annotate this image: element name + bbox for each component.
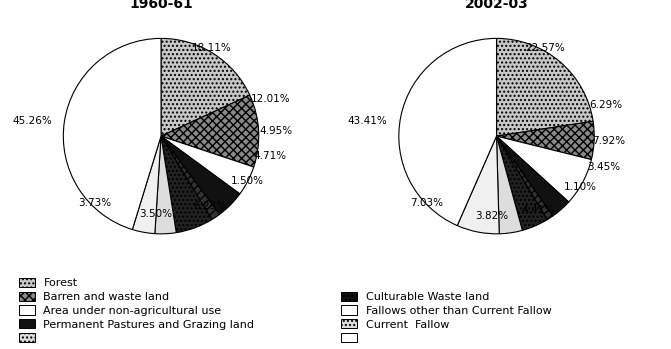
Text: 4.95%: 4.95% bbox=[260, 126, 293, 136]
Text: 3.82%: 3.82% bbox=[475, 211, 508, 221]
Text: 12.01%: 12.01% bbox=[251, 94, 291, 104]
Legend: Culturable Waste land, Fallows other than Current Fallow, Current  Fallow, : Culturable Waste land, Fallows other tha… bbox=[341, 292, 552, 343]
Text: 6.23%: 6.23% bbox=[193, 201, 227, 211]
Wedge shape bbox=[161, 38, 250, 136]
Text: 1.10%: 1.10% bbox=[564, 182, 597, 192]
Wedge shape bbox=[161, 136, 212, 233]
Wedge shape bbox=[132, 136, 161, 233]
Text: 6.29%: 6.29% bbox=[589, 100, 623, 110]
Text: 3.45%: 3.45% bbox=[588, 162, 621, 172]
Text: 7.92%: 7.92% bbox=[592, 136, 625, 146]
Title: 1960-61: 1960-61 bbox=[129, 0, 193, 12]
Wedge shape bbox=[399, 38, 497, 225]
Text: 18.11%: 18.11% bbox=[192, 43, 231, 53]
Wedge shape bbox=[497, 38, 593, 136]
Wedge shape bbox=[497, 136, 591, 202]
Title: 2002-03: 2002-03 bbox=[464, 0, 529, 12]
Wedge shape bbox=[497, 121, 595, 159]
Wedge shape bbox=[63, 38, 161, 230]
Text: 45.26%: 45.26% bbox=[12, 117, 52, 126]
Wedge shape bbox=[161, 95, 259, 167]
Wedge shape bbox=[161, 136, 219, 220]
Text: 3.73%: 3.73% bbox=[78, 198, 111, 208]
Wedge shape bbox=[497, 136, 547, 230]
Legend: Forest, Barren and waste land, Area under non-agricultural use, Permanent Pastur: Forest, Barren and waste land, Area unde… bbox=[19, 278, 254, 343]
Wedge shape bbox=[457, 136, 499, 234]
Text: 3.50%: 3.50% bbox=[140, 209, 172, 219]
Text: 22.57%: 22.57% bbox=[525, 43, 565, 53]
Text: 43.41%: 43.41% bbox=[348, 117, 387, 126]
Wedge shape bbox=[155, 136, 176, 234]
Text: 7.03%: 7.03% bbox=[410, 198, 443, 208]
Text: 1.50%: 1.50% bbox=[231, 176, 264, 186]
Wedge shape bbox=[161, 136, 254, 194]
Wedge shape bbox=[497, 136, 553, 220]
Text: 4.71%: 4.71% bbox=[254, 151, 287, 161]
Wedge shape bbox=[497, 136, 569, 216]
Text: 4.41%: 4.41% bbox=[521, 205, 554, 215]
Wedge shape bbox=[161, 136, 240, 214]
Wedge shape bbox=[497, 136, 523, 234]
